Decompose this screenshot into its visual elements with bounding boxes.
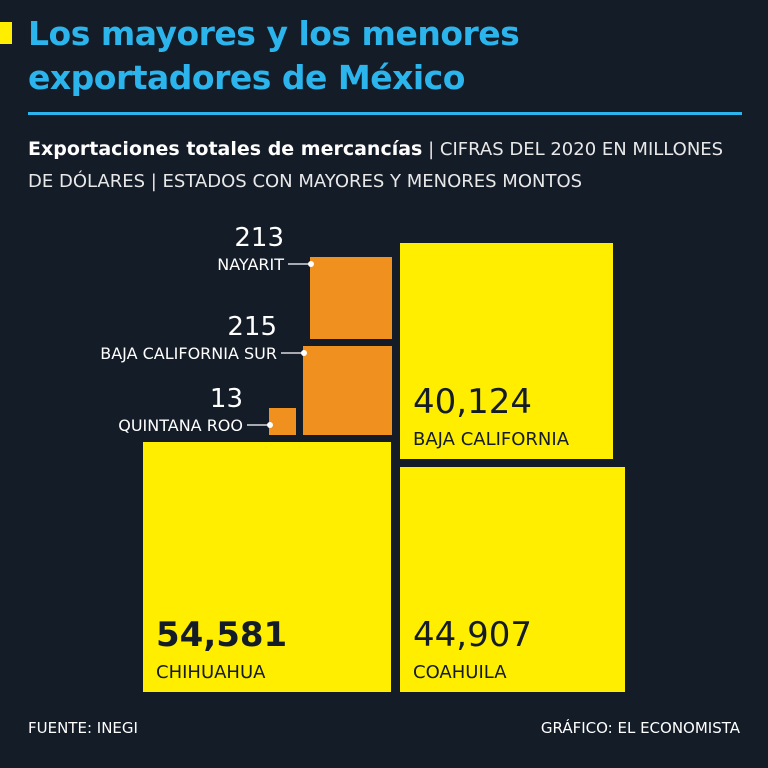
value-label-chihuahua: 54,581	[156, 615, 287, 655]
name-label-chihuahua: CHIHUAHUA	[156, 662, 266, 683]
source-note: FUENTE: INEGI	[28, 719, 138, 737]
value-label-baja-california: 40,124	[413, 382, 532, 422]
box-quintana-roo	[269, 408, 296, 435]
subtitle-strong: Exportaciones totales de mercancías	[28, 138, 423, 160]
credit-note: GRÁFICO: EL ECONOMISTA	[540, 719, 740, 737]
title-line-1: Los mayores y los menores	[28, 14, 520, 53]
box-coahuila	[400, 467, 625, 692]
value-label-nayarit: 213	[234, 223, 284, 253]
name-label-baja-california-sur: BAJA CALIFORNIA SUR	[100, 344, 277, 363]
box-nayarit	[310, 257, 392, 339]
value-label-coahuila: 44,907	[413, 615, 532, 655]
name-label-coahuila: COAHUILA	[413, 662, 507, 683]
value-label-quintana-roo: 13	[210, 384, 243, 414]
title-rule	[28, 112, 742, 115]
chart-title: Los mayores y los menores exportadores d…	[28, 12, 748, 100]
name-label-baja-california: BAJA CALIFORNIA	[413, 429, 570, 450]
title-line-2: exportadores de México	[28, 58, 465, 97]
chart-subtitle: Exportaciones totales de mercancías | CI…	[28, 133, 748, 198]
accent-bar	[0, 22, 12, 44]
box-baja-california-sur	[303, 346, 392, 435]
box-baja-california	[400, 243, 613, 459]
name-label-nayarit: NAYARIT	[217, 255, 284, 274]
box-chihuahua	[143, 442, 391, 692]
value-label-baja-california-sur: 215	[227, 312, 277, 342]
subtitle-light: | CIFRAS DEL 2020 EN MILLONES DE DÓLARES…	[28, 139, 724, 192]
name-label-quintana-roo: QUINTANA ROO	[118, 416, 243, 435]
